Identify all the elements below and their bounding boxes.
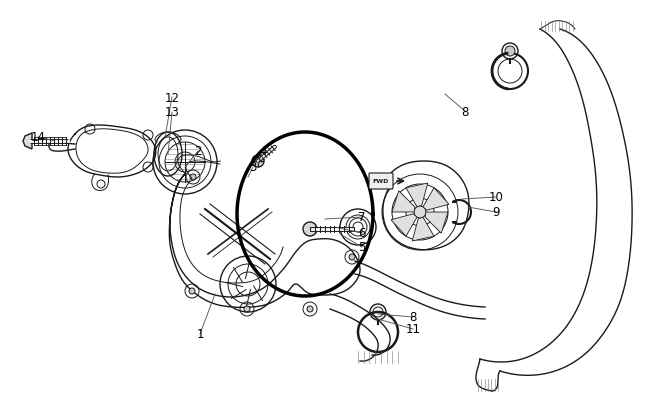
Text: 7: 7 bbox=[358, 211, 366, 224]
Polygon shape bbox=[391, 214, 417, 237]
Polygon shape bbox=[23, 134, 32, 149]
Circle shape bbox=[307, 306, 313, 312]
Polygon shape bbox=[423, 188, 449, 211]
Text: 4: 4 bbox=[259, 145, 266, 158]
Text: 2: 2 bbox=[194, 145, 202, 158]
Text: 14: 14 bbox=[31, 131, 46, 144]
Circle shape bbox=[244, 306, 250, 312]
Text: FWD: FWD bbox=[373, 179, 389, 184]
Circle shape bbox=[505, 47, 515, 57]
Text: 1: 1 bbox=[196, 328, 203, 341]
Circle shape bbox=[414, 207, 426, 218]
Circle shape bbox=[189, 288, 195, 294]
Text: 11: 11 bbox=[406, 323, 421, 336]
Circle shape bbox=[303, 222, 317, 237]
Text: 9: 9 bbox=[492, 206, 500, 219]
Polygon shape bbox=[392, 191, 415, 213]
Circle shape bbox=[349, 254, 355, 260]
Text: 5: 5 bbox=[358, 241, 366, 254]
Text: 6: 6 bbox=[358, 227, 366, 240]
Circle shape bbox=[190, 175, 196, 181]
FancyBboxPatch shape bbox=[369, 174, 393, 190]
Polygon shape bbox=[406, 183, 428, 207]
Polygon shape bbox=[425, 213, 448, 234]
Text: 3: 3 bbox=[250, 161, 257, 174]
Text: 13: 13 bbox=[164, 106, 179, 119]
Text: 8: 8 bbox=[462, 105, 469, 118]
Text: 8: 8 bbox=[410, 311, 417, 324]
Circle shape bbox=[252, 156, 264, 168]
Text: 12: 12 bbox=[164, 91, 179, 104]
Text: 10: 10 bbox=[489, 191, 504, 204]
Polygon shape bbox=[412, 217, 434, 241]
